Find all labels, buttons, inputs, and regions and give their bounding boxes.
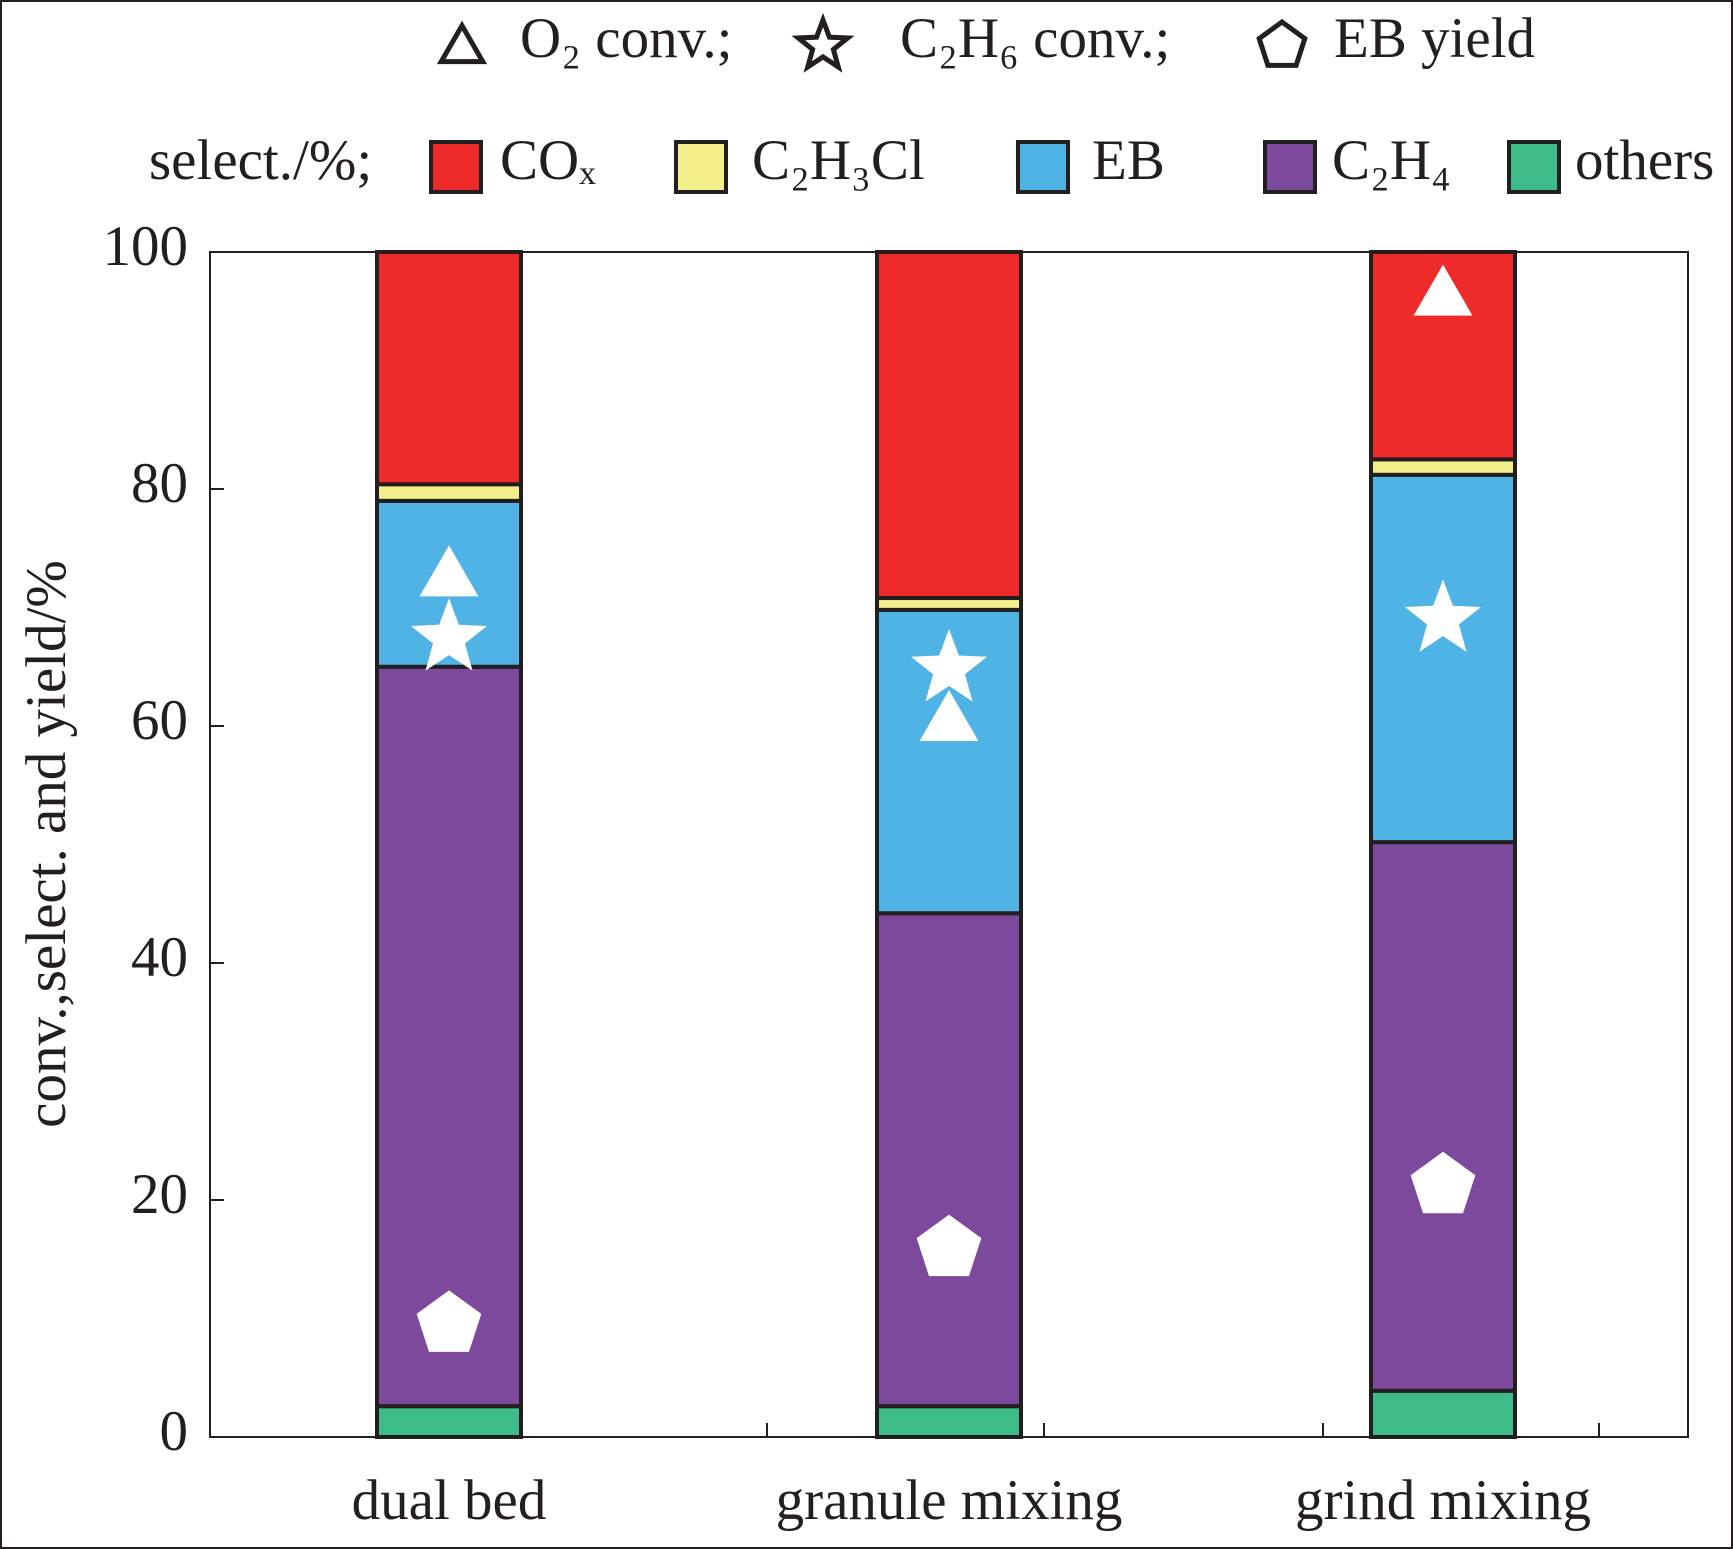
legend-label: C₂H₃Cl bbox=[752, 129, 925, 192]
marker bbox=[419, 545, 479, 597]
legend-swatch bbox=[1507, 140, 1561, 194]
legend-label: EB yield bbox=[1334, 7, 1535, 70]
x-tick-label: dual bed bbox=[352, 1469, 547, 1532]
legend-label: C₂H₄ bbox=[1332, 129, 1451, 192]
legend-swatch bbox=[1263, 140, 1317, 194]
bar-segment bbox=[875, 250, 1023, 601]
y-tick-label: 0 bbox=[160, 1400, 189, 1463]
y-tick-label: 60 bbox=[131, 689, 188, 752]
bar-segment bbox=[375, 250, 523, 487]
bar-segment bbox=[875, 1404, 1023, 1439]
bar-segment bbox=[1369, 472, 1517, 845]
y-axis-label: conv.,select. and yield/% bbox=[15, 560, 78, 1128]
bar-segment bbox=[375, 664, 523, 1409]
legend-label: C₂H₆ conv.; bbox=[900, 7, 1170, 70]
marker bbox=[1404, 579, 1482, 652]
legend-swatch bbox=[429, 140, 483, 194]
marker bbox=[410, 598, 488, 671]
y-tick-label: 100 bbox=[103, 215, 189, 278]
bar-segment bbox=[375, 482, 523, 503]
bar-segment bbox=[1369, 840, 1517, 1393]
marker bbox=[1410, 1151, 1476, 1214]
marker bbox=[416, 1290, 482, 1352]
bar-segment bbox=[375, 1404, 523, 1439]
y-tick-label: 20 bbox=[131, 1163, 188, 1226]
y-tick-label: 40 bbox=[131, 926, 188, 989]
legend-marker bbox=[1256, 18, 1308, 68]
legend-label: COₓ bbox=[500, 129, 596, 192]
legend-label: others bbox=[1575, 129, 1714, 192]
bar-segment bbox=[1369, 1388, 1517, 1440]
plot-frame bbox=[209, 251, 1689, 1438]
legend-marker bbox=[791, 12, 855, 73]
marker bbox=[919, 689, 979, 741]
legend-swatch bbox=[674, 140, 728, 194]
legend-swatch bbox=[1016, 140, 1070, 194]
marker bbox=[910, 629, 988, 702]
legend-label: EB bbox=[1092, 129, 1165, 192]
y-tick-label: 80 bbox=[131, 452, 188, 515]
marker bbox=[1413, 264, 1473, 316]
x-tick-label: granule mixing bbox=[776, 1469, 1123, 1532]
bar-segment bbox=[875, 911, 1023, 1409]
legend-label: O₂ conv.; bbox=[520, 7, 732, 70]
bar-segment bbox=[1369, 457, 1517, 477]
legend-prefix: select./%; bbox=[149, 129, 372, 192]
marker bbox=[916, 1214, 982, 1277]
x-tick-label: grind mixing bbox=[1295, 1469, 1591, 1532]
legend-marker bbox=[436, 20, 488, 65]
